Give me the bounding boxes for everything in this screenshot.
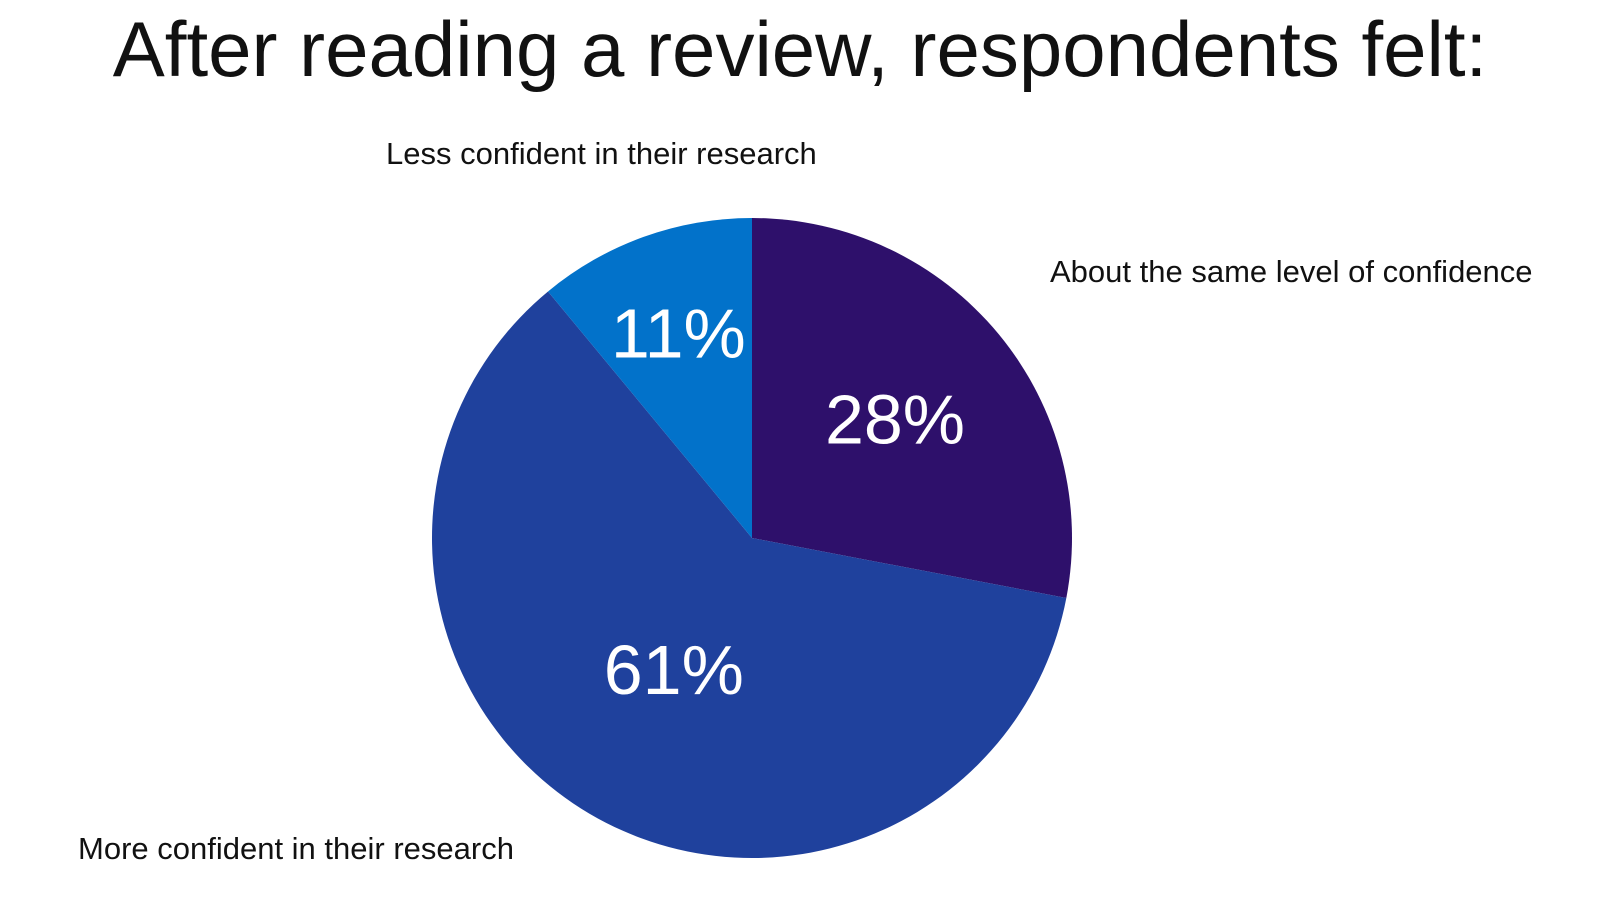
category-label-less-confident: Less confident in their research	[386, 136, 817, 171]
pie-value-label-less-confident: 11%	[611, 294, 746, 372]
category-label-same-confidence: About the same level of confidence	[1050, 254, 1533, 289]
pie-value-labels: 28% 61% 11%	[604, 294, 965, 709]
pie-value-label-more-confident: 61%	[604, 631, 744, 709]
chart-title: After reading a review, respondents felt…	[113, 5, 1487, 93]
pie-slice-same-confidence	[752, 218, 1072, 598]
pie-slice-more-confident	[431, 291, 1067, 859]
pie-slice-less-confident	[548, 218, 752, 538]
pie-slices	[431, 218, 1072, 859]
pie-value-label-same-confidence: 28%	[825, 381, 965, 459]
category-label-more-confident: More confident in their research	[78, 831, 514, 866]
